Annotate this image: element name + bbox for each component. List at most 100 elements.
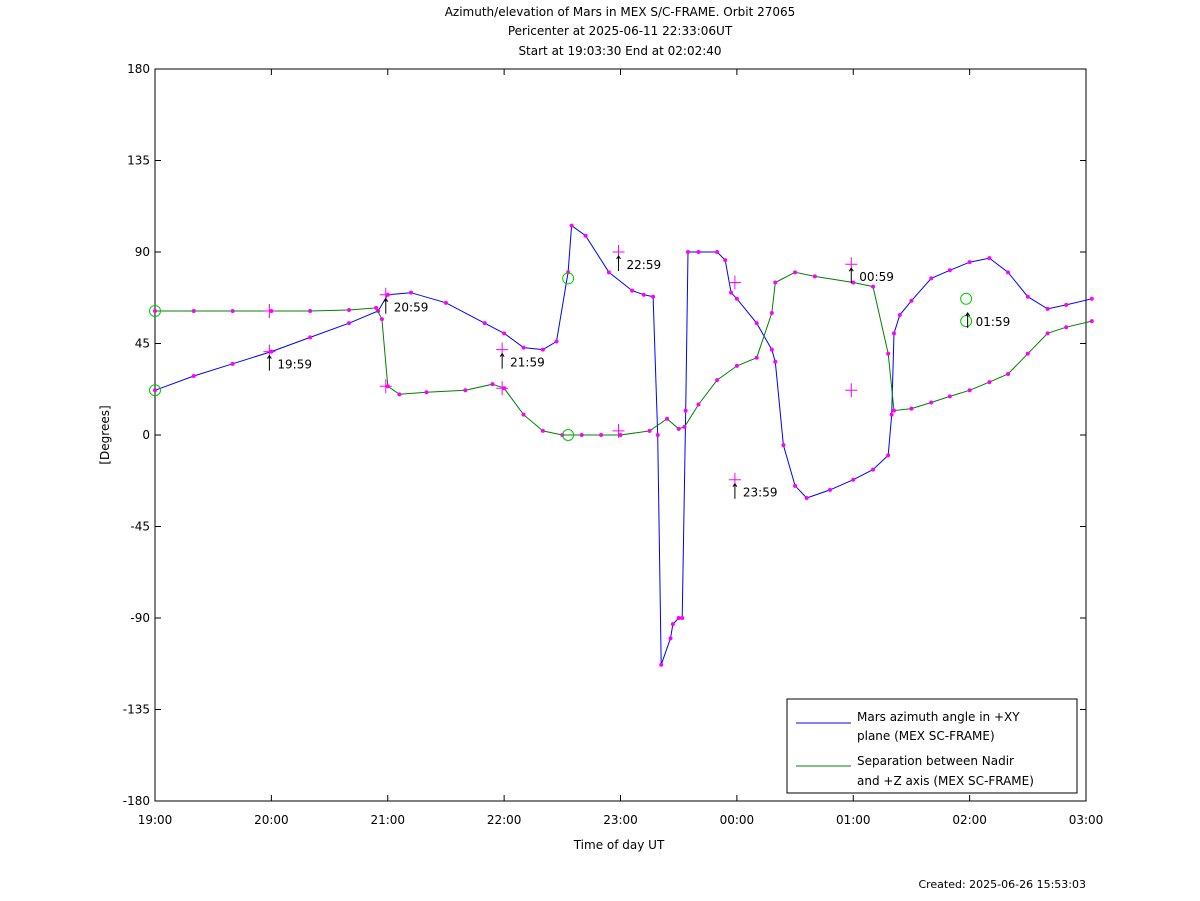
data-point bbox=[676, 616, 681, 620]
data-point bbox=[424, 390, 429, 395]
hour-marker-arrow bbox=[616, 255, 621, 271]
markers-group: 19:59 20:59 21:59 22:59 23:59 00:59 01:59 bbox=[149, 245, 1010, 500]
data-point bbox=[769, 347, 774, 352]
hour-marker-label: 23:59 bbox=[743, 486, 778, 500]
data-point bbox=[804, 496, 809, 501]
data-point bbox=[230, 361, 235, 366]
y-tick-label: 0 bbox=[142, 428, 150, 442]
data-point bbox=[715, 250, 720, 254]
data-point bbox=[929, 400, 934, 405]
data-point bbox=[897, 313, 902, 318]
data-point bbox=[540, 347, 545, 352]
data-point bbox=[379, 317, 384, 322]
data-point bbox=[443, 300, 448, 305]
data-point bbox=[521, 345, 526, 350]
y-tick-label: -45 bbox=[130, 520, 150, 534]
data-point bbox=[1089, 296, 1094, 301]
data-point bbox=[1025, 351, 1030, 356]
series-group bbox=[153, 223, 1094, 667]
circle-marker bbox=[562, 272, 575, 285]
hour-marker-label: 21:59 bbox=[510, 356, 545, 370]
data-point bbox=[665, 416, 670, 421]
data-point bbox=[886, 351, 891, 356]
circle-marker bbox=[562, 429, 575, 441]
x-tick-label: 02:00 bbox=[952, 813, 987, 827]
chart-subtitle-start-end: Start at 19:03:30 End at 02:02:40 bbox=[518, 44, 722, 58]
data-point bbox=[909, 298, 914, 303]
hour-marker-arrow bbox=[383, 297, 389, 314]
x-tick-label: 01:00 bbox=[836, 813, 871, 827]
data-point bbox=[851, 280, 856, 285]
y-tick-label: -180 bbox=[123, 794, 150, 808]
data-point bbox=[754, 355, 759, 360]
hour-marker-arrow bbox=[965, 312, 971, 328]
hour-marker-label: 22:59 bbox=[627, 258, 662, 272]
plus-marker bbox=[612, 423, 625, 438]
data-point bbox=[463, 388, 468, 393]
data-point bbox=[929, 276, 934, 281]
chart-subtitle-pericenter: Pericenter at 2025-06-11 22:33:06UT bbox=[507, 24, 733, 38]
legend: Mars azimuth angle in +XY plane (MEX SC-… bbox=[786, 698, 1078, 794]
data-point bbox=[1045, 331, 1050, 336]
data-point bbox=[1064, 325, 1069, 330]
data-point bbox=[490, 382, 495, 387]
data-point bbox=[891, 408, 896, 413]
data-point bbox=[715, 378, 720, 383]
x-axis-label: Time of day UT bbox=[573, 838, 665, 852]
data-point bbox=[569, 223, 574, 228]
data-point bbox=[987, 256, 992, 261]
data-point bbox=[773, 280, 778, 285]
data-point bbox=[812, 274, 817, 279]
series-line-azimuth bbox=[154, 224, 1092, 665]
data-point bbox=[682, 424, 687, 429]
legend-label-separation-line2: and +Z axis (MEX SC-FRAME) bbox=[857, 774, 1034, 788]
data-point bbox=[1006, 372, 1011, 376]
data-point bbox=[886, 453, 891, 458]
data-point bbox=[540, 428, 545, 433]
legend-box bbox=[786, 698, 1078, 794]
y-tick-label: -90 bbox=[130, 611, 150, 625]
data-point bbox=[630, 288, 635, 293]
data-point bbox=[773, 359, 778, 364]
data-point bbox=[606, 270, 611, 275]
data-point bbox=[696, 402, 701, 407]
data-point bbox=[618, 433, 623, 437]
created-timestamp: Created: 2025-06-26 15:53:03 bbox=[918, 878, 1086, 891]
y-tick-label: 180 bbox=[127, 62, 150, 76]
data-point bbox=[947, 268, 952, 273]
data-point bbox=[374, 305, 379, 310]
x-tick-label: 00:00 bbox=[720, 813, 755, 827]
y-axis-label: [Degrees] bbox=[98, 405, 112, 464]
series-line-separation bbox=[155, 271, 1092, 436]
data-point bbox=[668, 636, 673, 641]
data-point bbox=[987, 380, 992, 385]
plus-marker bbox=[263, 303, 276, 318]
y-tick-label: -135 bbox=[123, 703, 150, 717]
data-point bbox=[685, 250, 690, 254]
circle-marker bbox=[960, 292, 973, 305]
data-point bbox=[230, 308, 235, 313]
data-point bbox=[641, 292, 646, 297]
hour-marker-arrow bbox=[266, 354, 272, 371]
x-tick-label: 23:00 bbox=[603, 813, 638, 827]
x-tick-label: 21:00 bbox=[370, 813, 405, 827]
data-point bbox=[153, 388, 157, 393]
hour-marker-label: 00:59 bbox=[859, 270, 894, 284]
data-point bbox=[947, 394, 952, 399]
x-tick-label: 03:00 bbox=[1069, 813, 1104, 827]
data-point bbox=[769, 311, 774, 315]
data-point bbox=[1064, 302, 1069, 307]
data-point bbox=[967, 388, 972, 393]
circle-marker bbox=[149, 304, 161, 317]
data-point bbox=[502, 331, 507, 336]
data-point bbox=[754, 321, 759, 326]
data-point bbox=[647, 428, 652, 433]
axes-group: 19:00 20:00 21:00 22:00 23:00 00:00 01:00 02:00… bbox=[123, 62, 1104, 827]
data-point bbox=[670, 622, 675, 627]
data-point bbox=[891, 331, 896, 336]
data-point bbox=[346, 307, 351, 312]
plus-marker bbox=[379, 379, 392, 394]
data-point bbox=[566, 270, 571, 275]
data-point bbox=[153, 308, 157, 313]
